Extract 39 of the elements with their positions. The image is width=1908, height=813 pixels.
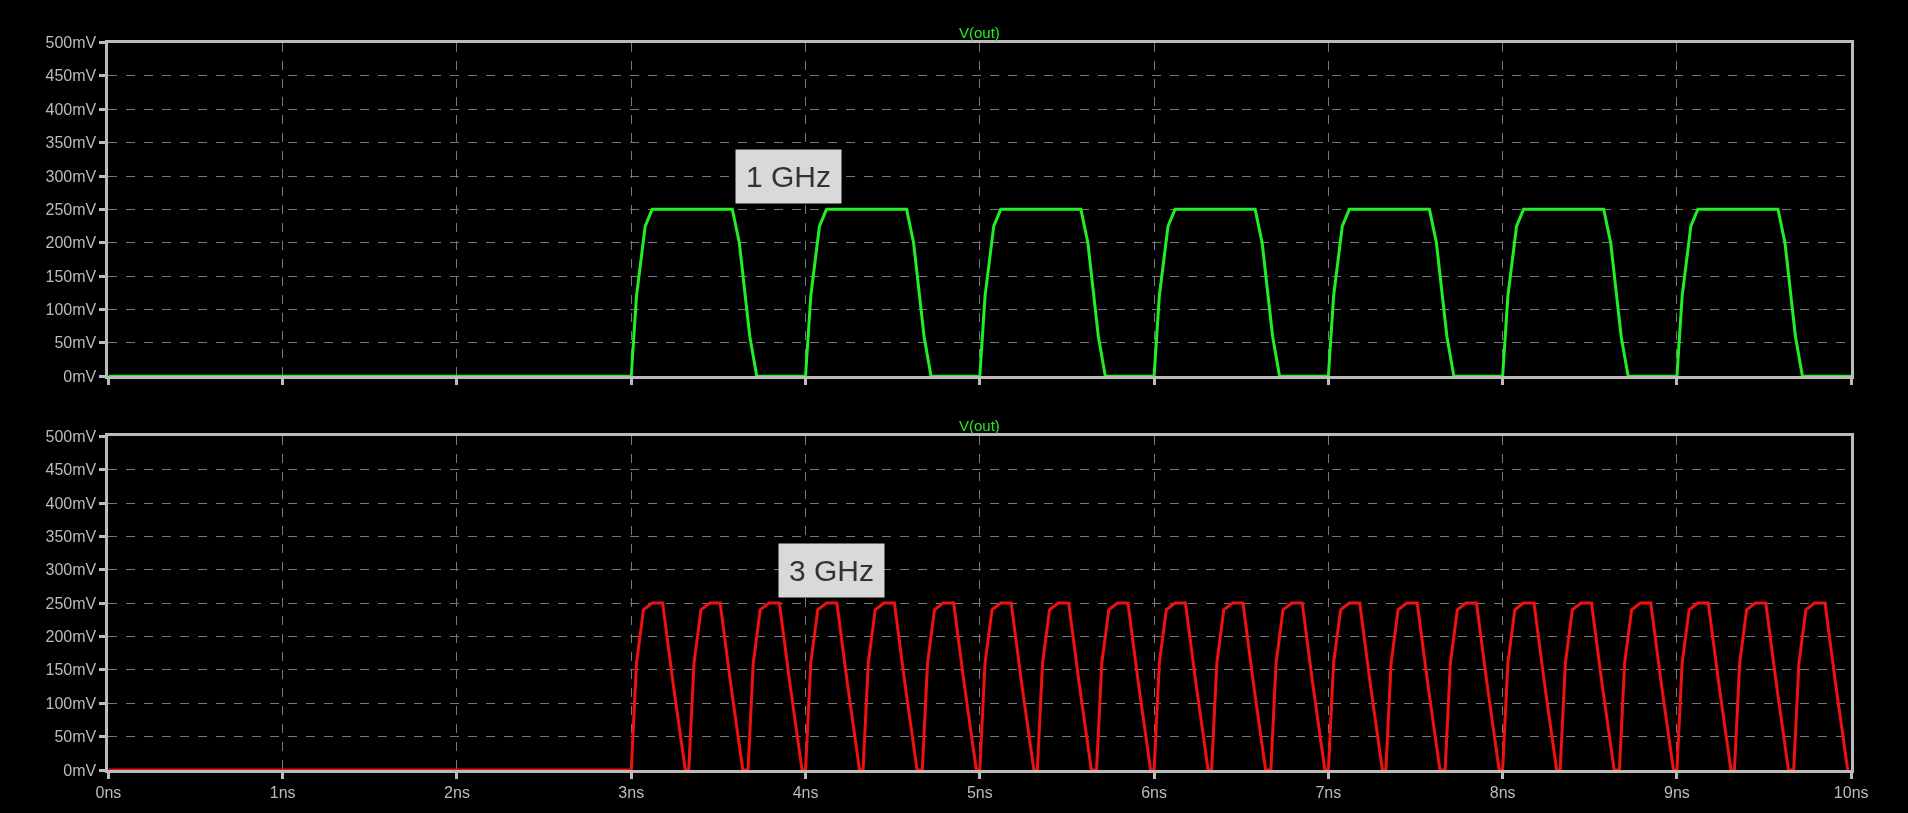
y-tick-label: 300mV	[45, 561, 97, 579]
x-tick-label: 8ns	[1489, 784, 1516, 802]
y-tick-label: 0mV	[63, 367, 97, 385]
line-series	[108, 601, 1850, 770]
annotation: 1 GHz	[746, 160, 832, 193]
y-tick-label: 350mV	[45, 134, 97, 152]
x-tick-label: 0ns	[95, 784, 122, 802]
y-tick-label: 300mV	[45, 167, 97, 185]
x-tick-label: 4ns	[792, 784, 819, 802]
y-tick-label: 200mV	[45, 628, 97, 646]
y-tick-label: 250mV	[45, 200, 97, 218]
y-tick-label: 150mV	[45, 267, 97, 285]
x-tick-label: 5ns	[966, 784, 993, 802]
y-tick-label: 400mV	[45, 100, 97, 118]
x-tick-label: 3ns	[618, 784, 645, 802]
line-series	[108, 207, 1852, 377]
x-tick-label: 1ns	[269, 784, 296, 802]
x-tick-label: 10ns	[1833, 784, 1869, 802]
y-tick-label: 450mV	[45, 67, 97, 85]
y-tick-label: 500mV	[45, 427, 97, 445]
y-tick-label: 250mV	[45, 594, 97, 612]
y-tick-label: 100mV	[45, 301, 97, 319]
annotation: 3 GHz	[789, 554, 875, 587]
x-tick-label: 7ns	[1315, 784, 1342, 802]
y-tick-label: 500mV	[45, 34, 97, 52]
y-tick-label: 400mV	[45, 494, 97, 512]
y-tick-label: 50mV	[54, 728, 97, 746]
chart-title: V(out)	[959, 24, 1000, 41]
x-tick-label: 9ns	[1664, 784, 1690, 802]
y-tick-label: 150mV	[45, 661, 97, 679]
y-tick-label: 350mV	[45, 527, 97, 545]
chart-title: V(out)	[959, 417, 1000, 434]
y-tick-label: 50mV	[54, 334, 97, 352]
x-tick-label: 2ns	[444, 784, 470, 802]
x-tick-label: 6ns	[1141, 784, 1167, 802]
y-tick-label: 0mV	[63, 761, 97, 779]
y-tick-label: 100mV	[45, 694, 97, 712]
y-tick-label: 450mV	[45, 461, 97, 479]
y-tick-label: 200mV	[45, 234, 97, 252]
